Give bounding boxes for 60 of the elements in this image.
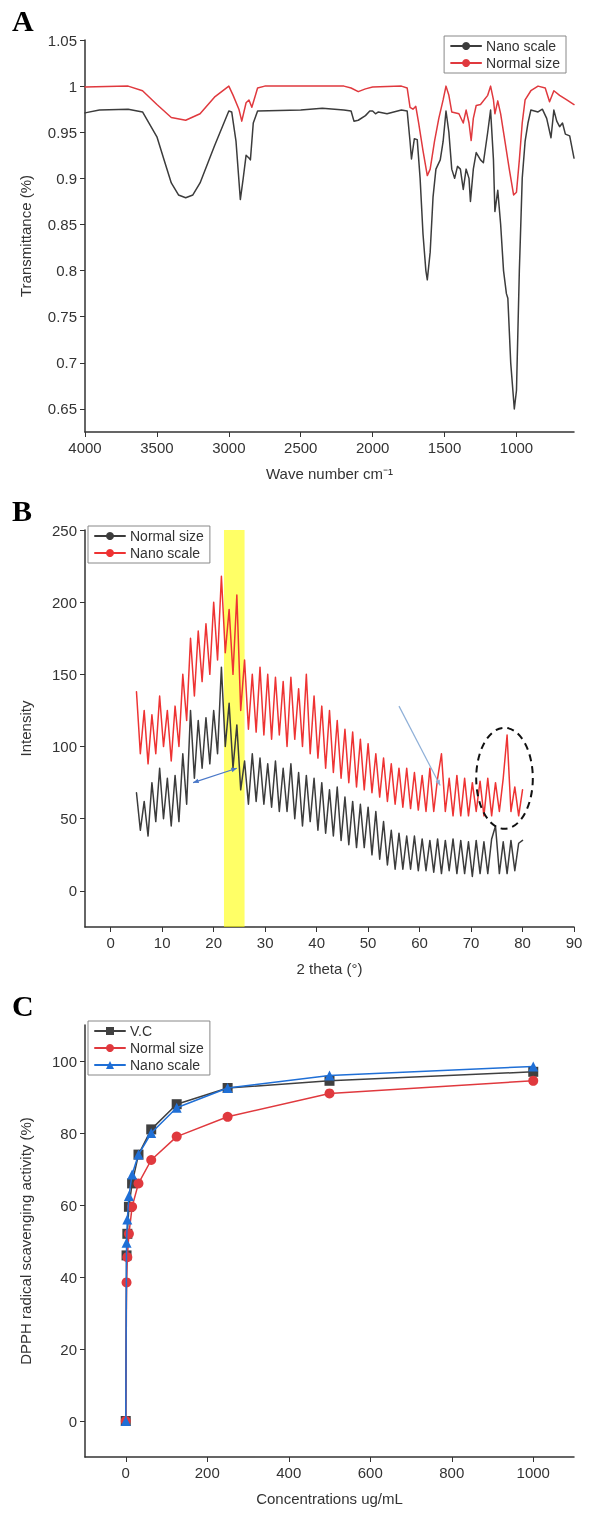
x-tick-label: 3500 (140, 439, 174, 456)
x-tick-label: 600 (357, 1464, 383, 1481)
y-tick-label: 1 (68, 77, 77, 95)
x-tick-label: 70 (462, 934, 480, 951)
x-tick-label: 1500 (427, 439, 462, 456)
legend-label: Nano scale (130, 545, 201, 561)
y-tick-label: 0.75 (47, 308, 77, 326)
chart-title: B (12, 494, 33, 528)
y-tick-label: 60 (60, 1196, 77, 1214)
x-tick-label: 50 (359, 934, 377, 951)
x-tick-label: 80 (514, 934, 531, 951)
x-tick-label: 0 (106, 934, 115, 951)
x-tick-label: 3000 (212, 439, 246, 456)
chart-title: A (12, 4, 34, 38)
y-tick-label: 0.95 (47, 123, 77, 141)
x-tick-label: 1000 (516, 1464, 550, 1481)
x-tick-label: 10 (153, 934, 171, 951)
y-tick-label: 100 (51, 1052, 77, 1070)
y-axis-title: Transmittance (%) (17, 175, 34, 297)
legend-label: Nano scale (130, 1057, 201, 1073)
x-tick-label: 4000 (68, 439, 102, 456)
x-tick-label: 800 (439, 1464, 465, 1481)
y-tick-label: 0.85 (47, 215, 77, 233)
y-tick-label: 0.8 (56, 262, 77, 280)
x-axis-title: Wave number cm⁻¹ (266, 465, 393, 482)
x-tick-label: 1000 (499, 439, 534, 456)
x-tick-label: 2500 (284, 439, 318, 456)
y-tick-label: 0 (68, 1412, 77, 1430)
y-tick-label: 200 (51, 593, 77, 611)
x-tick-label: 0 (121, 1464, 130, 1481)
legend-label: Nano scale (486, 38, 557, 54)
y-axis-title: Intensity (17, 700, 34, 757)
x-axis-title: Concentrations ug/mL (256, 1490, 403, 1507)
x-tick-label: 60 (411, 934, 428, 951)
y-axis-title: DPPH radical scavenging activity (%) (17, 1117, 34, 1365)
chart-title: C (12, 989, 34, 1023)
x-tick-label: 2000 (355, 439, 390, 456)
legend-label: Normal size (486, 55, 561, 71)
y-tick-label: 20 (60, 1340, 77, 1358)
y-tick-label: 1.05 (47, 31, 77, 49)
x-tick-label: 40 (308, 934, 325, 951)
x-tick-label: 90 (565, 934, 583, 951)
legend-label: V.C (130, 1023, 153, 1039)
y-tick-label: 250 (51, 521, 77, 539)
y-tick-label: 0.65 (47, 400, 77, 418)
y-tick-label: 0.9 (56, 169, 77, 187)
y-tick-label: 40 (60, 1268, 77, 1286)
x-tick-label: 200 (194, 1464, 220, 1481)
legend-label: Normal size (130, 1040, 205, 1056)
y-tick-label: 150 (51, 665, 77, 683)
y-tick-label: 50 (60, 810, 77, 828)
x-axis-title: 2 theta (°) (296, 960, 363, 977)
y-tick-label: 0.7 (56, 354, 77, 372)
y-tick-label: 0 (68, 882, 77, 900)
x-tick-label: 20 (205, 934, 223, 951)
x-tick-label: 30 (256, 934, 274, 951)
y-tick-label: 100 (51, 738, 77, 756)
legend-label: Normal size (130, 528, 205, 544)
x-tick-label: 400 (276, 1464, 302, 1481)
y-tick-label: 80 (60, 1124, 77, 1142)
